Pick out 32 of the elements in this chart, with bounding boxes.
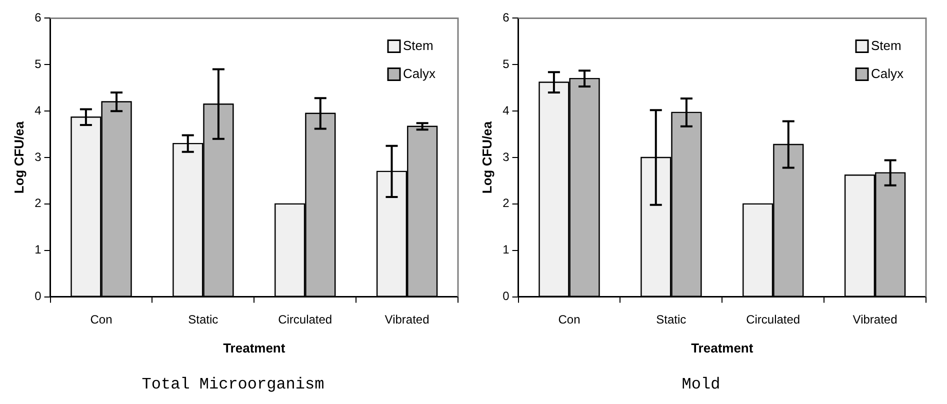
y-tick-label: 5 xyxy=(34,56,42,71)
y-tick-label: 1 xyxy=(34,242,42,257)
y-axis-title: Log CFU/ea xyxy=(11,120,26,194)
y-tick-label: 0 xyxy=(502,289,510,304)
x-tick-label: Static xyxy=(188,312,218,326)
x-tick-label: Vibrated xyxy=(384,312,430,326)
x-axis-title: Treatment xyxy=(691,340,754,356)
y-tick-label: 6 xyxy=(34,10,42,25)
legend-label: Calyx xyxy=(871,66,904,81)
x-tick-label: Con xyxy=(558,312,580,326)
y-tick-label: 3 xyxy=(34,150,42,164)
legend-label: Stem xyxy=(403,38,434,53)
y-tick-label: 2 xyxy=(34,196,42,210)
text: Total Microorganism xyxy=(142,376,324,394)
y-tick-label: 4 xyxy=(502,103,510,118)
legend-label: Calyx xyxy=(403,66,436,81)
y-tick-label: 2 xyxy=(502,196,510,210)
x-axis-title: Treatment xyxy=(223,340,286,356)
x-tick-label: Circulated xyxy=(746,312,800,326)
text: Mold xyxy=(682,376,720,394)
x-tick-label: Static xyxy=(656,312,686,326)
y-tick-label: 4 xyxy=(34,103,42,118)
x-tick-label: Con xyxy=(90,312,112,326)
y-tick-label: 0 xyxy=(34,289,42,304)
y-tick-label: 3 xyxy=(502,150,510,164)
y-axis-title: Log CFU/ea xyxy=(479,120,494,194)
y-tick-label: 6 xyxy=(502,10,510,25)
x-tick-label: Circulated xyxy=(278,312,332,326)
legend-label: Stem xyxy=(871,38,902,53)
y-tick-label: 5 xyxy=(502,56,510,71)
x-tick-label: Vibrated xyxy=(852,312,898,326)
y-tick-label: 1 xyxy=(502,242,510,257)
